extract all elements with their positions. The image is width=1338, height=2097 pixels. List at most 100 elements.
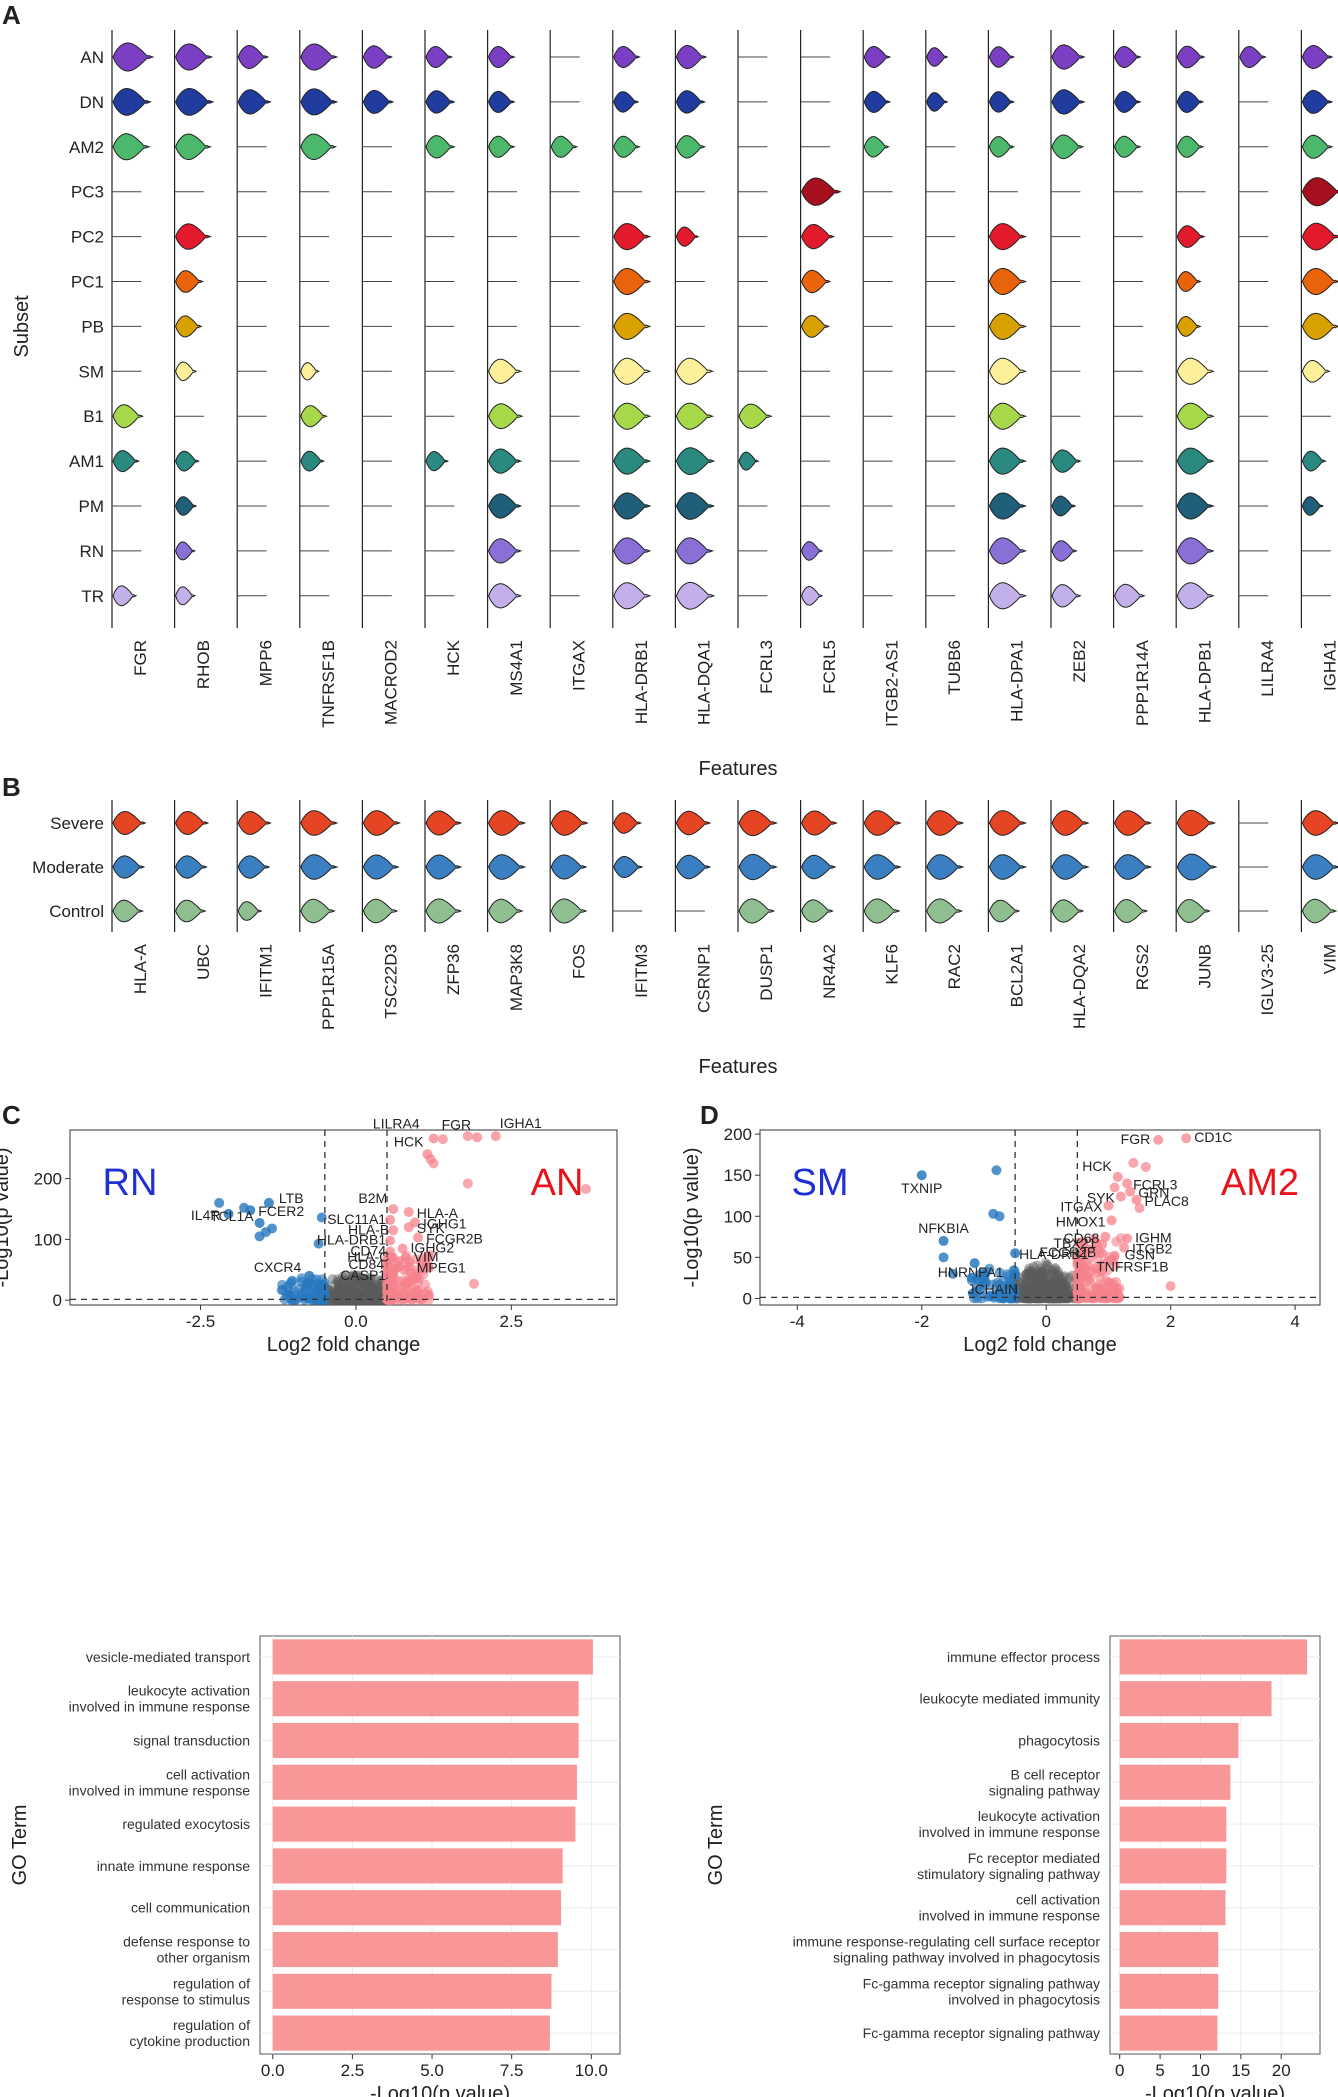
feature-label-ubc: UBC: [194, 944, 213, 980]
point-ns: [1036, 1293, 1047, 1304]
point-ns: [1026, 1286, 1037, 1297]
gene-label-nfkbia: NFKBIA: [918, 1220, 969, 1236]
x-tick-label-2: 10: [1191, 2061, 1210, 2080]
point-lilra4: [428, 1133, 439, 1144]
violin-tubb6-an: [926, 47, 949, 67]
point-ns: [1025, 1288, 1036, 1299]
point-ns: [334, 1293, 345, 1304]
feature-label-klf6: KLF6: [882, 944, 901, 985]
feature-label-itgax: ITGAX: [569, 640, 588, 691]
point-ns: [364, 1295, 375, 1306]
point-ns: [348, 1284, 359, 1295]
point-ns: [1033, 1280, 1044, 1291]
point-ns: [1057, 1293, 1068, 1304]
point-ns: [1047, 1293, 1058, 1304]
point-ns: [1020, 1270, 1031, 1281]
bar-regulation-of-cytokine-production: [272, 2015, 550, 2051]
point-ltb: [263, 1197, 274, 1208]
point-ns: [1046, 1293, 1057, 1304]
point-ns: [1028, 1293, 1039, 1304]
point-ns: [1032, 1260, 1043, 1271]
point-ns: [1056, 1293, 1067, 1304]
point-ns: [335, 1293, 346, 1304]
point-ns: [360, 1279, 371, 1290]
point-down: [293, 1283, 304, 1294]
point-ns: [350, 1284, 361, 1295]
violin-hla-dqa2-moderate: [1051, 854, 1090, 880]
violin-hla-dqa1-dn: [675, 90, 706, 114]
point-ns: [335, 1281, 346, 1292]
point-ns: [1058, 1272, 1069, 1283]
point-ns: [1049, 1293, 1060, 1304]
point-ns: [1054, 1293, 1065, 1304]
point-ns: [365, 1295, 376, 1306]
bar-leukocyte-activation-involved-in-immune-response: [1119, 1806, 1227, 1842]
point-ns: [1054, 1286, 1065, 1297]
point-ns: [1032, 1293, 1043, 1304]
point-ns: [1040, 1258, 1051, 1269]
point-ns: [333, 1276, 344, 1287]
point-ns: [371, 1279, 382, 1290]
violin-rhob-dn: [175, 87, 215, 116]
point-ns: [358, 1283, 369, 1294]
point-up: [437, 1134, 448, 1145]
point-ns: [363, 1283, 374, 1294]
row-label-dn: DN: [79, 93, 104, 112]
violin-zeb2-dn: [1051, 89, 1086, 115]
point-ns: [1027, 1275, 1038, 1286]
point-ns: [1041, 1276, 1052, 1287]
violin-hla-drb1-tr: [613, 582, 652, 610]
point-ns: [1031, 1293, 1042, 1304]
feature-label-tubb6: TUBB6: [945, 640, 964, 695]
point-ns: [357, 1295, 368, 1306]
feature-label-rhob: RHOB: [194, 640, 213, 689]
violin-zeb2-am1: [1051, 449, 1082, 473]
panel-label-d: D: [700, 1100, 719, 1130]
violin-hla-dpb1-pc2: [1176, 225, 1206, 248]
row-label-pc2: PC2: [71, 228, 104, 247]
point-ns: [1024, 1283, 1035, 1294]
point-ns: [1015, 1278, 1026, 1289]
point-ns: [1051, 1293, 1062, 1304]
violin-igha1-pc3: [1301, 177, 1338, 207]
violin-ubc-moderate: [175, 855, 208, 879]
violin-ppp1r14a-am2: [1114, 135, 1142, 158]
violin-hck-an: [425, 46, 454, 68]
bar-cell-activation-involved-in-immune-response: [272, 1764, 577, 1800]
gene-label-il4r: IL4R: [191, 1207, 221, 1223]
violin-rhob-rn: [175, 541, 197, 561]
gene-label-hnrnpa1: HNRNPA1: [938, 1264, 1004, 1280]
point-ns: [359, 1294, 370, 1305]
point-ns: [1035, 1284, 1046, 1295]
point-ns: [1021, 1283, 1032, 1294]
violin-vim-severe: [1301, 810, 1338, 836]
point-ns: [1028, 1274, 1039, 1285]
point-ns: [1054, 1293, 1065, 1304]
feature-label-hla-dpb1: HLA-DPB1: [1195, 640, 1214, 723]
point-ns: [339, 1284, 350, 1295]
point-ns: [357, 1294, 368, 1305]
point-ns: [1054, 1293, 1065, 1304]
feature-label-map3k8: MAP3K8: [507, 944, 526, 1011]
gene-label-hla-drb1: HLA-DRB1: [1019, 1246, 1088, 1262]
x-tick-label-2: 2.5: [500, 1312, 524, 1331]
point-ns: [1049, 1292, 1060, 1303]
point-ns: [1021, 1287, 1032, 1298]
point-ns: [1054, 1293, 1065, 1304]
point-ns: [1033, 1272, 1044, 1283]
point-ns: [358, 1294, 369, 1305]
point-ns: [1036, 1293, 1047, 1304]
violin-hla-dpb1-rn: [1176, 537, 1215, 565]
gene-label-fcrl3: FCRL3: [1133, 1176, 1178, 1192]
point-ns: [357, 1276, 368, 1287]
point-down: [214, 1197, 225, 1208]
point-down: [319, 1288, 330, 1299]
point-ns: [1043, 1293, 1054, 1304]
violin-hla-dpa1-tr: [988, 582, 1028, 610]
point-ns: [1047, 1292, 1058, 1303]
point-b2m: [388, 1203, 399, 1214]
point-down: [319, 1278, 330, 1289]
point-ns: [369, 1295, 380, 1306]
point-ns: [330, 1295, 341, 1306]
point-tnfrsf1b: [1097, 1260, 1108, 1271]
